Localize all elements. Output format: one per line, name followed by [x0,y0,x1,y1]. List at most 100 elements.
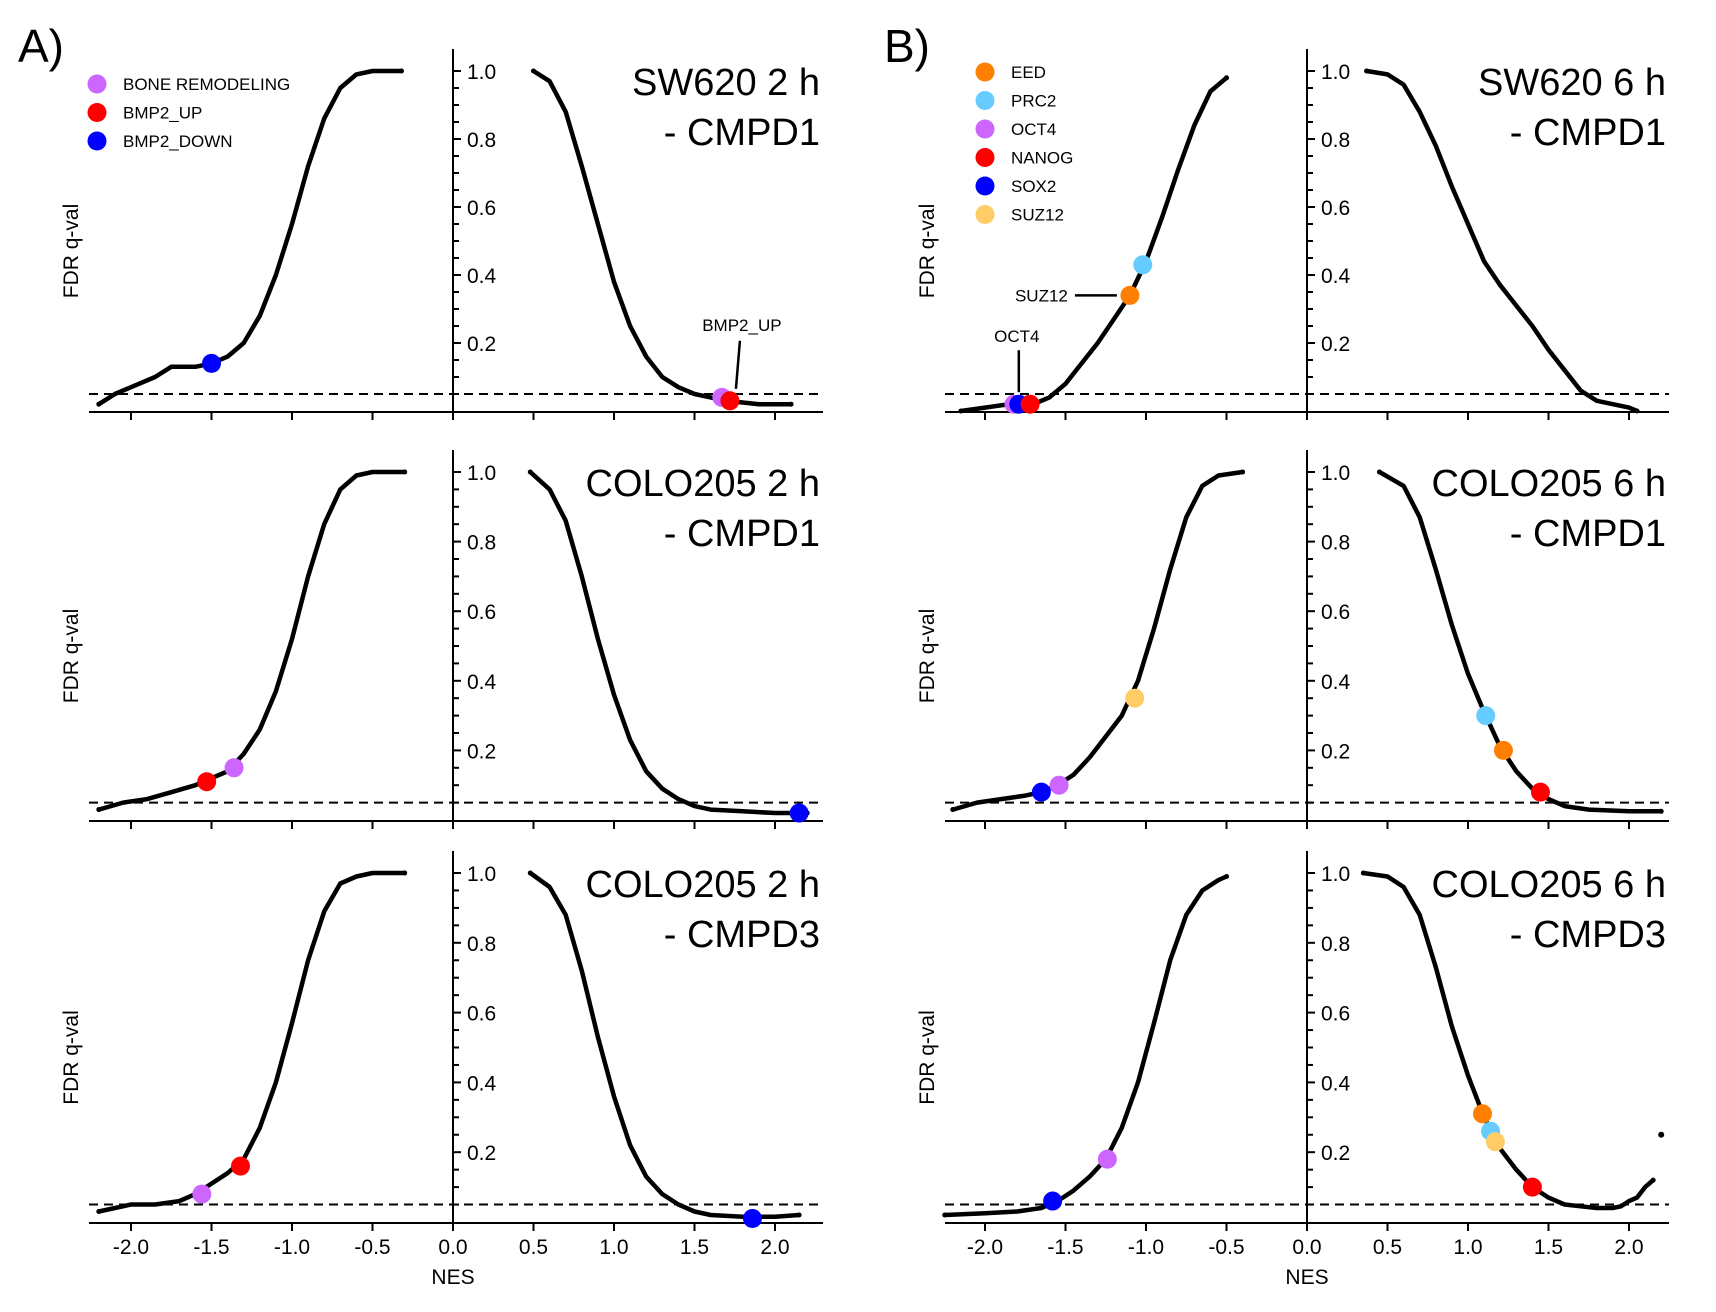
nes-curve-negative [96,870,407,1214]
chart-panel-a-1: 0.2 0.4 0.6 0.8 1.0 FDR q-val BMP2_UP SW620 2 h… [60,49,823,420]
gene-set-point [1658,808,1664,814]
x-tick-label: -1.0 [1128,1236,1164,1259]
x-tick-label: -2.0 [113,1236,149,1259]
panel-letter-a: A) [18,20,64,72]
y-tick-label: 0.4 [467,1072,497,1095]
x-tick-label: -1.0 [274,1236,310,1259]
gene-set-point [1650,1177,1656,1183]
gene-set-point [402,469,408,475]
annotation-leader-line [734,340,742,389]
highlight-point-bmp2-down [789,803,809,823]
gene-set-point [1658,1131,1665,1138]
y-tick-label: 1.0 [467,462,496,485]
highlight-point-bmp2-up [197,772,217,792]
x-tick-label: -1.5 [193,1236,229,1259]
y-tick-label: 0.8 [467,129,496,152]
panel-title-line: - CMPD3 [1510,914,1666,956]
legend-marker [975,205,995,224]
highlight-point-bone-remodeling [192,1184,212,1204]
legend-marker [975,176,995,196]
gene-set-point [950,807,956,813]
legend-marker [87,131,107,151]
y-tick-label: 1.0 [1321,61,1350,84]
gene-set-point [1240,469,1246,475]
gene-set-point [96,807,102,813]
gene-set-point [402,870,408,876]
x-tick-label: 0.5 [1373,1236,1402,1259]
panel-title-line: COLO205 6 h [1432,864,1666,906]
gene-set-point [398,68,404,74]
gene-set-point [527,469,533,475]
gene-set-point [788,401,794,407]
legend-marker [975,91,995,110]
gene-set-point [942,1212,948,1218]
highlight-point-bmp2-down [742,1209,762,1229]
legend-marker [975,62,995,82]
legend-label: SUZ12 [1011,206,1064,225]
y-axis-label: FDR q-val [916,1010,939,1105]
nes-curve-negative [958,75,1229,414]
panel-letter-b: B) [884,20,930,72]
y-tick-label: 0.4 [1321,265,1351,288]
y-tick-label: 0.4 [467,671,497,694]
y-tick-label: 0.6 [1321,1003,1350,1026]
panel-title-line: SW620 2 h [632,62,820,104]
highlight-point-bmp2-up [230,1156,250,1176]
y-tick-label: 0.6 [1321,601,1350,624]
x-tick-label: 1.0 [1453,1236,1482,1259]
y-tick-label: 0.4 [467,265,497,288]
gene-set-point [531,68,536,74]
nes-curve-negative [950,469,1245,812]
y-tick-label: 0.8 [1321,532,1350,555]
legend-marker [975,119,995,139]
chart-panel-a-2: 0.2 0.4 0.6 0.8 1.0 FDR q-val COLO205 2 h - CMP… [60,450,823,829]
panel-title-line: SW620 6 h [1478,62,1666,104]
legend-label: BMP2_DOWN [123,132,233,151]
x-tick-label: -1.5 [1047,1236,1083,1259]
y-tick-label: 1.0 [467,61,496,84]
panel-title-line: - CMPD3 [664,914,820,956]
y-axis-label: FDR q-val [60,609,83,704]
y-tick-label: 0.8 [467,933,496,956]
legend-label: SOX2 [1011,177,1056,196]
highlight-point-sox2 [1043,1191,1063,1211]
gene-set-point [96,1209,102,1215]
highlight-point-suz12 [1485,1132,1505,1152]
legend-label: NANOG [1011,149,1073,168]
x-tick-label: -2.0 [967,1236,1003,1259]
x-tick-label: 0.5 [519,1236,548,1259]
gene-set-point [96,401,102,407]
highlight-point-bmp2-down [202,353,221,373]
y-tick-label: 0.2 [1321,333,1350,356]
annotation-label-oct4: OCT4 [994,327,1039,346]
panel-title-line: COLO205 2 h [586,463,820,505]
highlight-point-prc2 [1476,706,1496,726]
nes-curve-negative [96,469,407,812]
gene-set-point [1364,68,1370,74]
chart-panel-b-1: 0.2 0.4 0.6 0.8 1.0 FDR q-val SUZ12 OCT4 SW620 6… [916,49,1669,420]
highlight-point-eed [1493,740,1513,760]
highlight-point-eed [1472,1104,1492,1124]
chart-panel-b-2: 0.2 0.4 0.6 0.8 1.0 FDR q-val COLO205 6 h - CMP… [916,450,1669,829]
y-tick-label: 0.2 [467,333,496,356]
gene-set-point [527,870,533,876]
legend-label: BONE REMODELING [123,75,290,94]
panel-title-line: - CMPD1 [664,513,820,555]
highlight-point-eed [1120,285,1140,305]
highlight-point-nanog [1522,1177,1542,1197]
gene-set-point [958,408,964,414]
chart-panel-a-3: -2.0 -1.5 -1.0 -0.5 0.0 0.5 1.0 1.5 2.0 NES 0.2 0.4… [60,851,823,1289]
nes-curve-positive [531,68,794,407]
panel-title-line: - CMPD1 [1510,112,1666,154]
legend-label: EED [1011,63,1046,82]
legend-label: PRC2 [1011,92,1056,111]
gene-set-point [1224,873,1229,879]
y-tick-label: 0.8 [1321,933,1350,956]
x-tick-label: -0.5 [354,1236,390,1259]
x-tick-label: 2.0 [1614,1236,1643,1259]
x-tick-label: 1.5 [1534,1236,1563,1259]
legend-marker [975,148,995,167]
x-tick-label: 1.5 [680,1236,709,1259]
gene-set-point [1224,75,1229,81]
